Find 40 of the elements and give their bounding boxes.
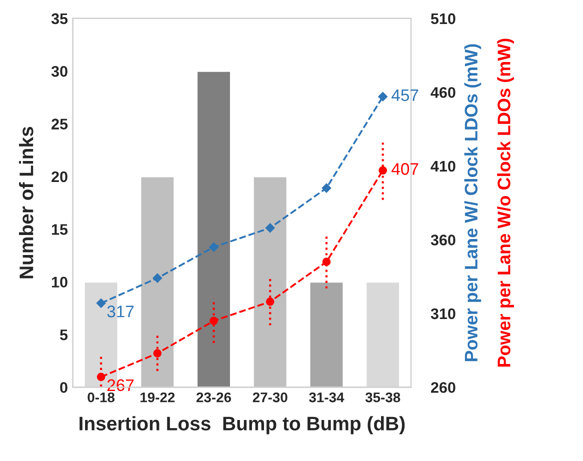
y3-axis-title: Power per Lane W/o Clock LDOs (mW) [497, 38, 514, 367]
y-tick-label: 5 [60, 330, 68, 340]
x-tick-label: 0-18 [88, 392, 115, 402]
y-tick-label: 15 [52, 224, 68, 235]
y-tick-label: 10 [52, 276, 68, 288]
point [322, 183, 332, 193]
y-axis-title: Number of Links [19, 126, 34, 278]
y2-tick-label: 510 [430, 13, 456, 24]
y-tick-label: 35 [51, 13, 68, 24]
y2-tick-label: 260 [430, 382, 456, 393]
point [209, 242, 218, 252]
bar [140, 176, 176, 388]
y2-tick-label: 410 [430, 160, 456, 172]
point [96, 298, 106, 308]
data-label: 407 [392, 163, 418, 175]
y-tick-label: 0 [60, 382, 68, 393]
x-tick-label: 35-38 [365, 392, 400, 402]
y-tick-label: 30 [51, 66, 68, 77]
x-axis-title: Insertion Loss Bump to Bump (dB) [80, 416, 405, 434]
point [153, 349, 162, 358]
point [378, 92, 388, 102]
y2-axis-title: Power per Lane W/ Clock LDOs (mW) [464, 44, 482, 362]
point [266, 298, 274, 306]
x-tick-label: 31-34 [309, 392, 344, 402]
y2-tick-label: 460 [430, 87, 456, 98]
data-label: 317 [107, 306, 134, 318]
y2-tick-label: 310 [430, 308, 456, 320]
y-tick-label: 20 [52, 171, 68, 182]
x-tick-label: 19-22 [140, 392, 175, 402]
point [266, 223, 275, 233]
y2-tick-label: 360 [430, 234, 456, 246]
bar [196, 70, 232, 388]
point [152, 273, 162, 283]
bar [308, 281, 344, 388]
x-tick-label: 27-30 [252, 392, 288, 402]
data-label: 457 [392, 89, 418, 102]
data-label: 267 [107, 379, 134, 392]
x-tick-label: 23-26 [196, 392, 232, 402]
y-tick-label: 25 [52, 118, 68, 130]
bar [252, 176, 288, 388]
